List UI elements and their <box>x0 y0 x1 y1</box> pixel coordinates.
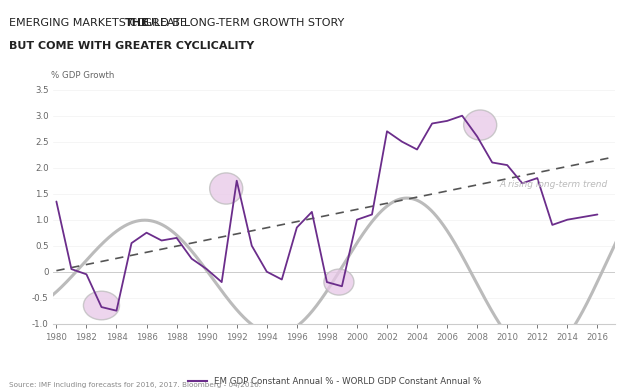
Legend: EM GDP Constant Annual % - WORLD GDP Constant Annual %: EM GDP Constant Annual % - WORLD GDP Con… <box>185 374 484 390</box>
Ellipse shape <box>84 291 119 320</box>
Text: Source: IMF including forecasts for 2016, 2017. Bloomberg - 04/2016.: Source: IMF including forecasts for 2016… <box>9 382 261 388</box>
Text: BUT COME WITH GREATER CYCLICALITY: BUT COME WITH GREATER CYCLICALITY <box>9 41 255 51</box>
Text: THE: THE <box>125 18 149 28</box>
Ellipse shape <box>210 173 243 204</box>
Text: A rising long-term trend: A rising long-term trend <box>500 181 608 190</box>
Ellipse shape <box>324 269 354 295</box>
Text: % GDP Growth: % GDP Growth <box>51 71 114 80</box>
Ellipse shape <box>463 110 497 140</box>
Text: GREAT LONG-TERM GROWTH STORY: GREAT LONG-TERM GROWTH STORY <box>141 18 345 28</box>
Text: EMERGING MARKETS COULD BE: EMERGING MARKETS COULD BE <box>9 18 191 28</box>
